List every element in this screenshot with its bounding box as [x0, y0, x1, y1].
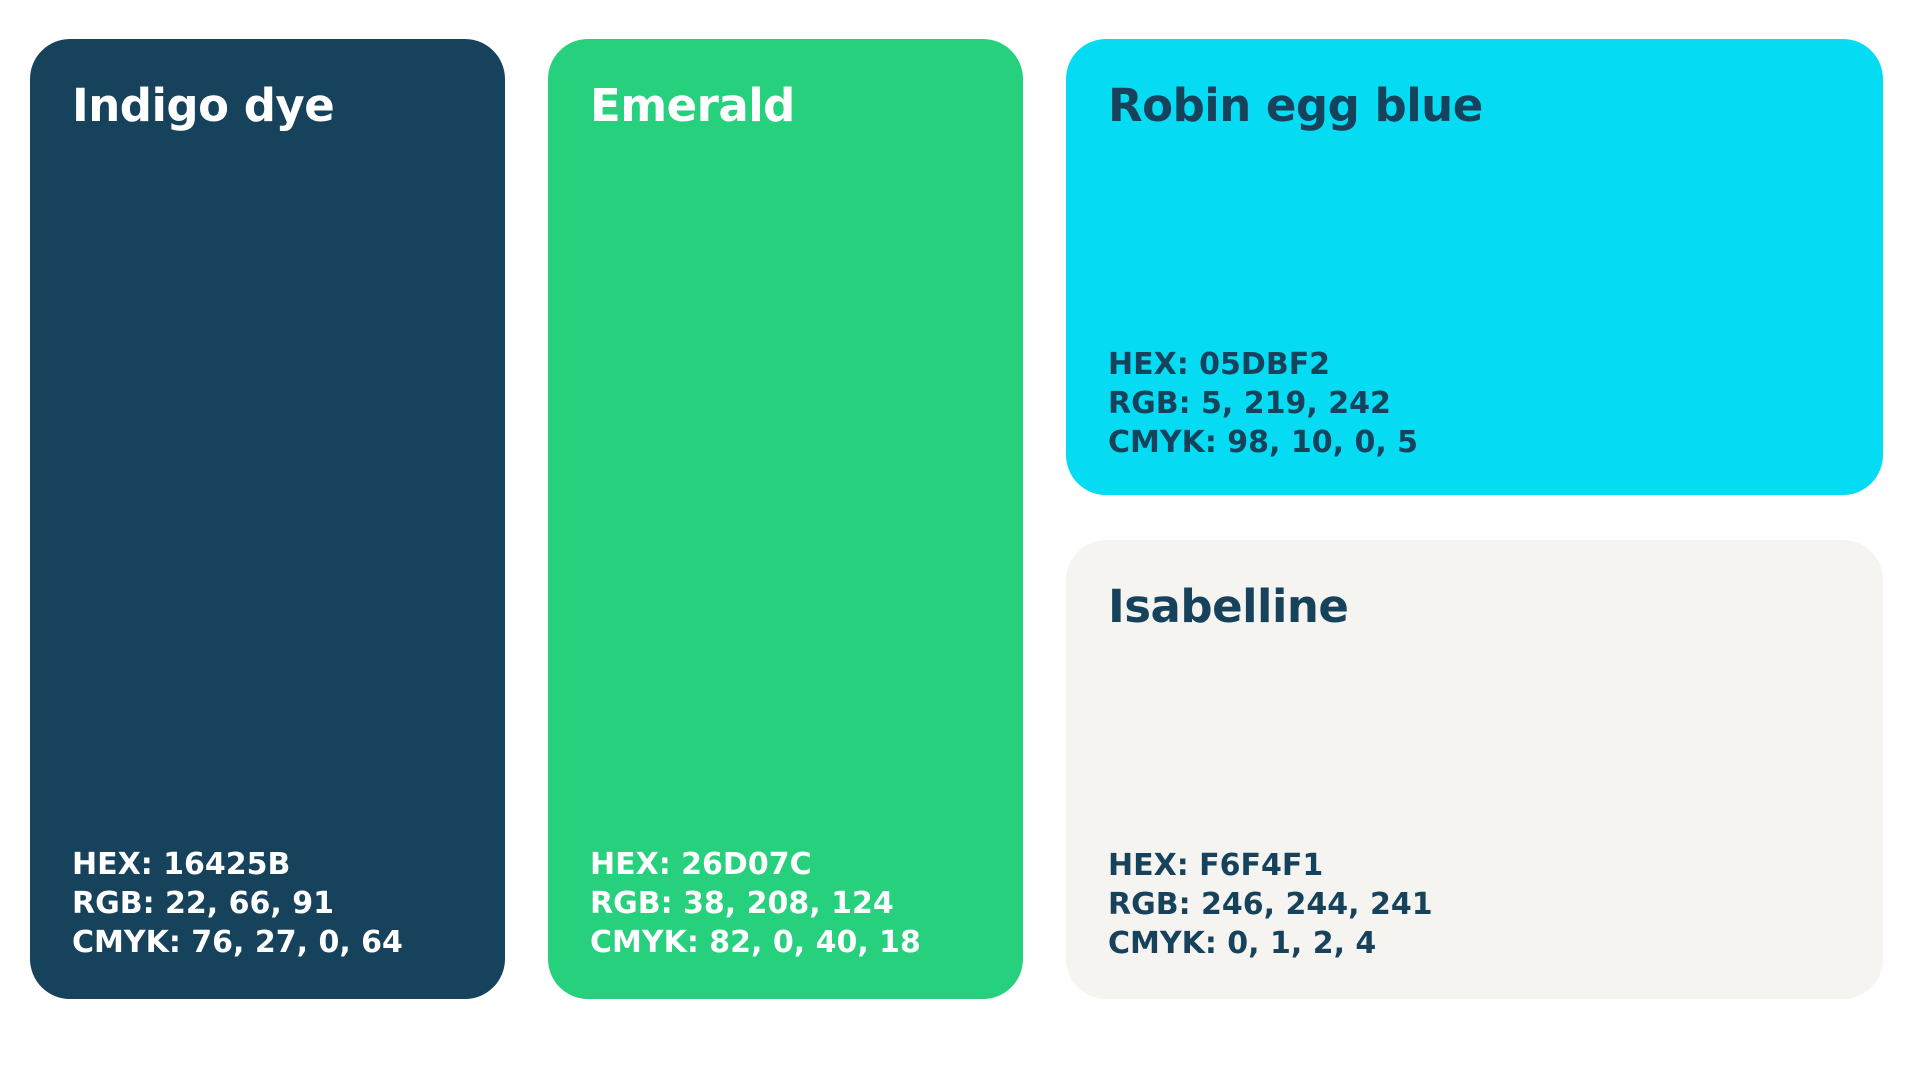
rgb-value: RGB: 38, 208, 124 [590, 886, 894, 921]
color-card-robin-egg-blue: Robin egg blue HEX: 05DBF2 RGB: 5, 219, … [1066, 39, 1883, 495]
color-card-emerald: Emerald HEX: 26D07C RGB: 38, 208, 124 CM… [548, 39, 1023, 999]
cmyk-value: CMYK: 0, 1, 2, 4 [1108, 926, 1377, 961]
cmyk-value: CMYK: 76, 27, 0, 64 [72, 925, 403, 960]
rgb-value: RGB: 5, 219, 242 [1108, 386, 1391, 421]
cmyk-value: CMYK: 82, 0, 40, 18 [590, 925, 921, 960]
hex-value: HEX: 26D07C [590, 847, 812, 882]
hex-value: HEX: 05DBF2 [1108, 347, 1331, 382]
color-values: HEX: 26D07C RGB: 38, 208, 124 CMYK: 82, … [590, 845, 921, 962]
color-name: Indigo dye [72, 79, 335, 132]
hex-value: HEX: F6F4F1 [1108, 848, 1324, 883]
rgb-value: RGB: 246, 244, 241 [1108, 887, 1433, 922]
rgb-value: RGB: 22, 66, 91 [72, 886, 334, 921]
color-values: HEX: 05DBF2 RGB: 5, 219, 242 CMYK: 98, 1… [1108, 345, 1418, 462]
color-card-isabelline: Isabelline HEX: F6F4F1 RGB: 246, 244, 24… [1066, 540, 1883, 999]
color-values: HEX: F6F4F1 RGB: 246, 244, 241 CMYK: 0, … [1108, 846, 1433, 963]
cmyk-value: CMYK: 98, 10, 0, 5 [1108, 425, 1419, 460]
color-card-indigo-dye: Indigo dye HEX: 16425B RGB: 22, 66, 91 C… [30, 39, 505, 999]
color-values: HEX: 16425B RGB: 22, 66, 91 CMYK: 76, 27… [72, 845, 403, 962]
hex-value: HEX: 16425B [72, 847, 291, 882]
color-name: Isabelline [1108, 580, 1349, 633]
color-name: Emerald [590, 79, 795, 132]
color-name: Robin egg blue [1108, 79, 1483, 132]
